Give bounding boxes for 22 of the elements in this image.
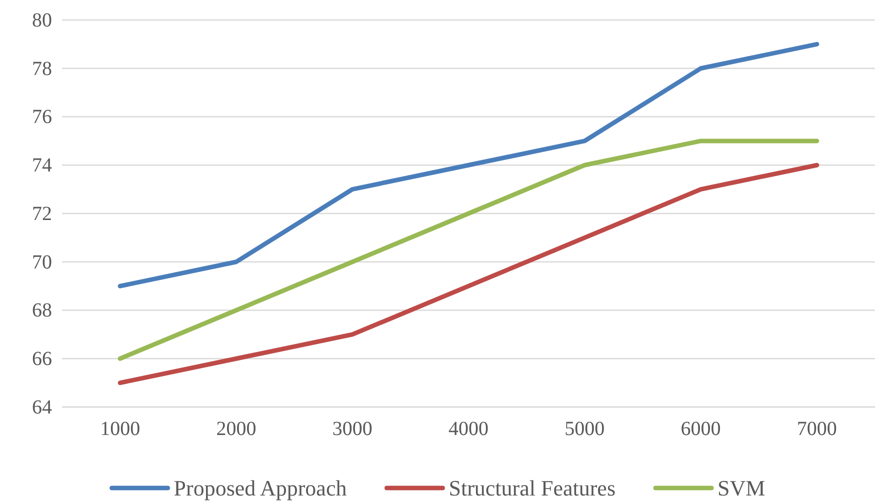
y-tick-label: 72 — [32, 202, 52, 225]
line-series — [118, 162, 820, 386]
x-tick-label: 2000 — [216, 418, 256, 440]
y-tick-label: 76 — [32, 106, 52, 128]
y-tick-label: 66 — [32, 348, 52, 370]
y-tick-label: 80 — [32, 9, 52, 32]
x-tick-label: 7000 — [796, 418, 837, 440]
x-tick-label: 3000 — [332, 418, 372, 440]
legend-label: Structural Features — [448, 476, 616, 501]
legend-label: Proposed Approach — [174, 476, 347, 501]
y-tick-label: 68 — [32, 300, 52, 322]
legend-label: SVM — [718, 476, 766, 501]
x-tick-label: 4000 — [448, 418, 488, 440]
x-tick-label: 6000 — [680, 418, 721, 440]
y-tick-label: 70 — [32, 251, 52, 274]
y-tick-label: 64 — [32, 396, 52, 418]
line-series — [118, 138, 820, 361]
y-tick-label: 74 — [32, 154, 52, 177]
x-tick-label: 1000 — [100, 418, 140, 440]
line-series — [118, 42, 820, 288]
x-tick-label: 5000 — [564, 418, 605, 440]
y-tick-label: 78 — [32, 58, 52, 80]
